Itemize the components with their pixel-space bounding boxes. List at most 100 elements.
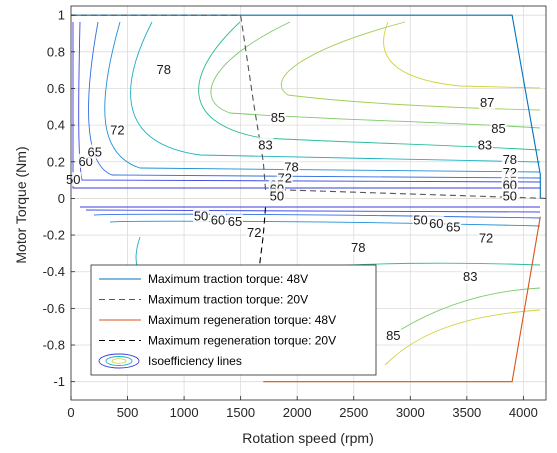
y-axis-ticks: 1 0.8 0.6 0.4 0.2 0 -0.2 -0.4 -0.6 -0.8 -1 [43, 8, 75, 389]
contour-label-bg [86, 144, 103, 159]
contour-label-bg [283, 159, 300, 174]
contour-label-bg [226, 214, 243, 229]
y-tick-label: -0.8 [43, 338, 65, 353]
isoefficiency-line [130, 21, 541, 163]
legend-entry-label: Maximum traction torque: 48V [148, 272, 308, 286]
legend-contour-icon [111, 358, 127, 364]
x-tick-label: 3000 [396, 405, 425, 420]
contour-label-bg [412, 212, 429, 227]
y-axis-label: Motor Torque (Nm) [13, 146, 29, 263]
isoefficiency-line [88, 21, 541, 179]
series-line [71, 14, 541, 199]
contour-label-bg [501, 188, 518, 203]
y-tick-label: 0.4 [47, 118, 65, 133]
isoefficiency-line [72, 22, 540, 189]
contour-label-bg [479, 95, 496, 110]
contour-label-bg [476, 137, 493, 152]
contour-label: 65 [88, 145, 102, 160]
contour-label: 83 [258, 137, 272, 152]
legend-entry-label: Maximum regeneration torque: 48V [148, 313, 336, 327]
contour-label-bg [501, 177, 518, 192]
contour-label-bg [490, 120, 507, 135]
contour-label: 85 [271, 110, 285, 125]
isoefficiency-line [78, 21, 541, 183]
contour-label: 85 [386, 328, 400, 343]
series-line [71, 14, 547, 199]
x-axis-ticks: 0 500 1000 1500 2000 2500 3000 3500 4000 [67, 396, 538, 420]
y-tick-label: -0.4 [43, 264, 65, 279]
x-tick-label: 2000 [283, 405, 312, 420]
contour-label-bg [109, 122, 126, 137]
contour-label-bg [210, 212, 227, 227]
contour-label: 65 [446, 220, 460, 235]
contour-label: 65 [228, 214, 242, 229]
isoefficiency-line [384, 309, 541, 366]
y-tick-label: 1 [58, 8, 65, 23]
y-tick-label: 0.2 [47, 154, 65, 169]
isoefficiency-line [85, 209, 541, 213]
contour-label: 50 [503, 189, 517, 204]
legend-entry-label: Maximum traction torque: 20V [148, 293, 308, 307]
contour-label-bg [155, 62, 172, 77]
legend-entry-label: Isoefficiency lines [148, 354, 242, 368]
x-tick-label: 1500 [226, 405, 255, 420]
contour-label-bg [193, 208, 210, 223]
contour-label-bg [445, 219, 462, 234]
isoefficiency-line [280, 21, 541, 111]
contour-label: 50 [270, 189, 284, 204]
contour-label: 78 [503, 152, 517, 167]
contour-label-bg [428, 216, 445, 231]
contour-label-bg [269, 109, 286, 124]
x-axis-label: Rotation speed (rpm) [242, 430, 374, 446]
contour-label: 83 [478, 137, 492, 152]
contour-labels: 5060657278838578726560508785837872656050… [65, 62, 518, 343]
legend: Maximum traction torque: 48V Maximum trac… [90, 264, 377, 376]
legend-contour-icon [105, 356, 133, 366]
contour-label: 83 [463, 269, 477, 284]
x-tick-label: 0 [67, 405, 74, 420]
isoefficiency-line [399, 287, 541, 331]
x-tick-label: 3500 [452, 405, 481, 420]
contour-label: 72 [110, 123, 124, 138]
contour-label-bg [257, 137, 274, 152]
contour-label-bg [246, 225, 263, 240]
y-tick-label: 0.6 [47, 81, 65, 96]
isoefficiency-line [210, 21, 541, 129]
contour-label: 78 [157, 62, 171, 77]
y-tick-label: -0.6 [43, 301, 65, 316]
y-tick-label: 0 [58, 191, 65, 206]
contour-label: 50 [413, 212, 427, 227]
contour-label: 72 [247, 225, 261, 240]
contour-label: 50 [66, 172, 80, 187]
legend-box [90, 264, 377, 376]
legend-contour-icon [98, 353, 140, 369]
contour-label-bg [65, 172, 82, 187]
torque-limit-series [71, 14, 547, 383]
x-tick-label: 2500 [339, 405, 368, 420]
contour-label-bg [350, 239, 367, 254]
contour-label-bg [478, 230, 495, 245]
isoefficiency-contours [72, 21, 541, 366]
contour-label: 85 [491, 121, 505, 136]
contour-label-bg [268, 188, 285, 203]
y-tick-label: 0.8 [47, 44, 65, 59]
contour-label-bg [462, 269, 479, 284]
x-tick-label: 1000 [170, 405, 199, 420]
y-tick-label: -0.2 [43, 228, 65, 243]
isoefficiency-line [383, 21, 541, 89]
contour-label: 60 [211, 212, 225, 227]
plot-frame [70, 5, 547, 401]
legend-entry-label: Maximum regeneration torque: 20V [148, 334, 336, 348]
x-tick-label: 4000 [509, 405, 538, 420]
contour-label: 60 [429, 216, 443, 231]
contour-label-bg [385, 327, 402, 342]
contour-label: 72 [479, 231, 493, 246]
contour-label-bg [501, 151, 518, 166]
y-tick-label: -1 [53, 374, 65, 389]
x-tick-label: 500 [117, 405, 139, 420]
contour-label: 78 [351, 240, 365, 255]
isoefficiency-line [104, 21, 541, 173]
series-line [263, 216, 541, 383]
contour-label: 50 [194, 209, 208, 224]
